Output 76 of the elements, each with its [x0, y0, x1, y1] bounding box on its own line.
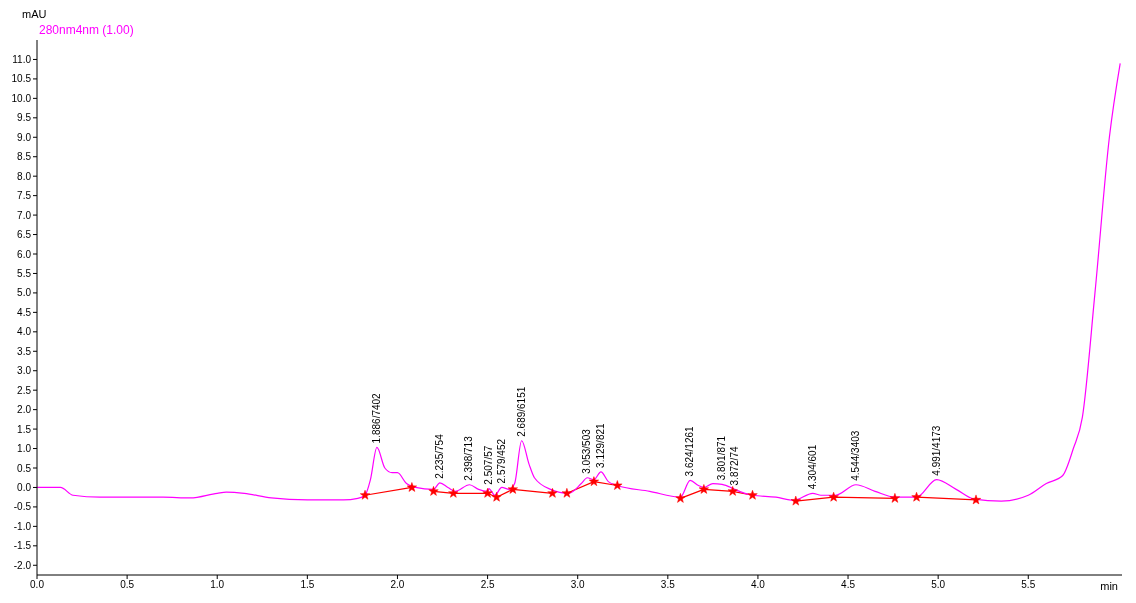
y-tick-label: -1.5: [13, 540, 32, 552]
annotation: 3.053/503: [581, 428, 593, 474]
y-tick-label: 10.0: [11, 92, 32, 104]
y-tick-label: 3.5: [17, 345, 32, 357]
y-tick-label: 6.0: [17, 248, 32, 260]
y-tick-label: 5.0: [17, 287, 32, 299]
x-tick-label: 4.5: [841, 579, 856, 591]
annotation: 2.579/452: [495, 438, 507, 484]
y-tick-label: 7.5: [17, 190, 32, 202]
annotation: 2.507/57: [482, 445, 494, 485]
x-tick-label: 5.0: [931, 579, 946, 591]
point: [612, 480, 623, 490]
x-tick-label: 2.0: [390, 579, 405, 591]
annotation: 4.304/601: [806, 444, 818, 490]
x-tick-label: 5.5: [1021, 579, 1036, 591]
y-tick-label: 8.0: [17, 170, 32, 182]
y-tick-label: 5.5: [17, 268, 32, 279]
point: [889, 493, 900, 503]
y-tick-label: 9.5: [17, 112, 32, 124]
point: [828, 491, 839, 502]
x-tick-label: 3.0: [570, 579, 586, 591]
y-tick-label: 3.0: [17, 365, 32, 377]
point: [698, 484, 709, 494]
point: [507, 484, 518, 494]
y-tick-label: 9.0: [17, 131, 32, 143]
y-tick-label: -2.0: [13, 559, 32, 571]
point: [588, 476, 599, 486]
annotation: 3.129/821: [594, 422, 606, 468]
point: [675, 493, 686, 503]
text: 280nm4nm (1.00): [39, 23, 134, 37]
y-tick-label: 1.0: [17, 443, 32, 455]
annotation: 4.544/3403: [849, 430, 861, 481]
point: [911, 491, 922, 502]
x-tick-label: 4.0: [750, 579, 766, 591]
y-axis-title: mAU: [22, 8, 47, 20]
point: [428, 486, 439, 496]
annotation: 3.801/871: [716, 435, 728, 481]
y-tick-label: -1.0: [13, 520, 32, 532]
y-tick-label: 2.0: [17, 404, 32, 416]
y-tick-label: 4.0: [17, 326, 32, 338]
point: [448, 488, 459, 498]
annotation: 2.235/754: [433, 433, 445, 479]
annotation: 1.886/7402: [370, 392, 382, 444]
y-tick-label: 0.0: [17, 482, 32, 493]
y-tick-label: 4.5: [17, 306, 32, 318]
point: [360, 489, 371, 500]
x-tick-label: 3.5: [660, 579, 676, 591]
annotation: 3.872/74: [728, 446, 740, 486]
y-tick-label: 10.5: [11, 73, 32, 85]
point: [747, 489, 758, 500]
y-tick-label: 7.0: [17, 209, 32, 221]
y-tick-label: 2.5: [17, 384, 32, 396]
y-tick-label: 8.5: [17, 151, 32, 163]
point: [790, 495, 801, 506]
point: [547, 488, 558, 498]
point: [727, 486, 738, 496]
annotation: 4.991/4173: [930, 425, 942, 476]
x-tick-label: 1.5: [300, 579, 315, 591]
point: [561, 488, 572, 498]
point: [491, 491, 502, 502]
point: [482, 488, 493, 498]
y-tick-label: -0.5: [13, 501, 32, 513]
y-tick-label: 0.5: [17, 462, 32, 474]
annotation: 2.689/6151: [515, 386, 527, 437]
x-tick-label: 0.0: [30, 579, 45, 591]
y-tick-label: 11.0: [12, 54, 32, 65]
point: [971, 494, 982, 505]
x-tick-label: 0.5: [120, 579, 135, 591]
annotation: 3.624/1261: [684, 425, 696, 477]
point: [406, 482, 417, 492]
x-tick-label: 2.5: [480, 579, 495, 591]
x-tick-label: 1.0: [210, 579, 225, 591]
y-tick-label: 1.5: [17, 423, 32, 435]
x-axis-title: min: [1100, 580, 1118, 592]
annotation: 2.398/713: [463, 435, 475, 481]
y-tick-label: 6.5: [17, 229, 32, 241]
